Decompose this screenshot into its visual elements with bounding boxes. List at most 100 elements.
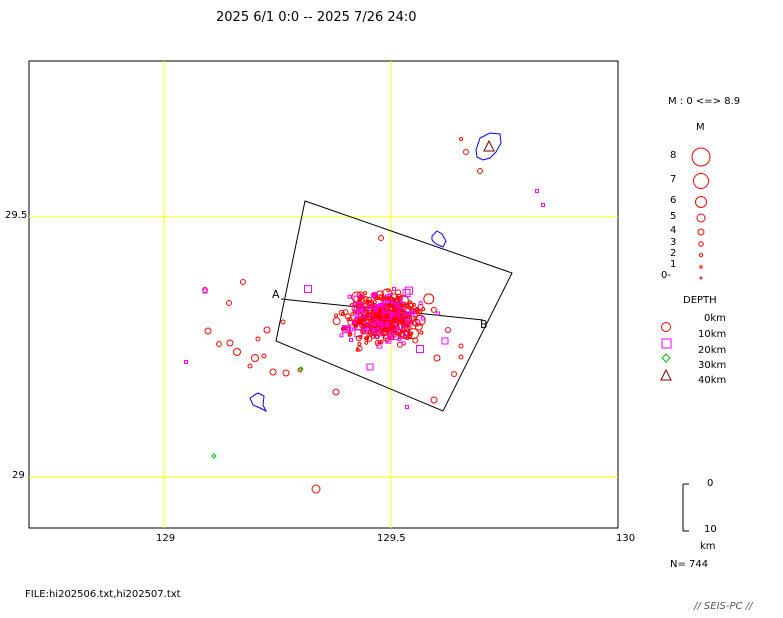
event-marker [282, 369, 290, 377]
event-marker [430, 396, 438, 404]
event-marker [356, 304, 361, 309]
mag-label-6: 6 [670, 195, 677, 206]
cross-section-label-b: B [480, 318, 488, 331]
cross-section-label-a: A [272, 288, 280, 301]
event-marker [390, 293, 397, 300]
legend-depth-diamond [661, 353, 671, 363]
legend-depth-circle [661, 322, 671, 332]
event-marker [358, 305, 363, 310]
event-marker [411, 302, 416, 307]
depth-title: DEPTH [683, 295, 717, 306]
event-marker [226, 339, 234, 347]
y-tick-29-5: 29.5 [5, 210, 28, 221]
event-marker [280, 319, 286, 325]
event-marker [451, 371, 457, 377]
event-marker [402, 289, 411, 298]
event-marker [414, 322, 423, 331]
event-marker [421, 307, 426, 312]
event-marker [405, 336, 410, 341]
event-marker [445, 327, 451, 333]
event-marker [396, 341, 403, 348]
event-marker [435, 311, 440, 316]
event-marker [211, 453, 217, 459]
event-marker [381, 306, 390, 315]
legend-depth-square [661, 338, 672, 349]
event-marker [204, 327, 212, 335]
event-marker [351, 291, 363, 303]
legend-magnitude-circle [695, 196, 707, 208]
event-marker [380, 328, 389, 337]
file-label: FILE:hi202506.txt,hi202507.txt [25, 589, 181, 600]
event-marker [364, 336, 369, 341]
event-marker [408, 300, 413, 305]
legend-magnitude-circle [696, 213, 706, 223]
event-marker [370, 318, 375, 323]
event-marker [342, 309, 349, 316]
period-title: 2025 6/1 0:0 -- 2025 7/26 24:0 [216, 10, 417, 25]
event-marker [216, 341, 222, 347]
island-middle [431, 230, 447, 248]
event-marker [370, 334, 375, 339]
event-marker [371, 328, 376, 333]
event-marker [367, 299, 374, 306]
event-marker [351, 320, 358, 327]
event-marker [368, 324, 373, 329]
event-marker [347, 332, 352, 337]
event-marker [415, 309, 420, 314]
legend-magnitude-circle [691, 147, 711, 167]
event-marker [340, 327, 345, 332]
event-marker [430, 306, 437, 313]
mag-label-3: 3 [670, 237, 677, 248]
coastlines [249, 132, 502, 413]
event-marker [388, 326, 393, 331]
legend-depth-triangle [660, 368, 672, 381]
event-marker [332, 388, 340, 396]
legend-magnitude-circle [693, 173, 709, 189]
event-marker [334, 313, 339, 318]
event-marker [347, 294, 352, 299]
mag-label-7: 7 [670, 174, 677, 185]
depth-label-40: 40km [698, 375, 727, 386]
event-marker [363, 317, 368, 322]
event-marker [365, 322, 370, 327]
event-marker [423, 293, 435, 305]
event-marker [363, 300, 375, 312]
cross-section-box [275, 200, 513, 412]
event-marker [388, 299, 393, 304]
x-tick-129: 129 [156, 533, 176, 544]
event-marker [360, 328, 367, 335]
grid-lines [29, 61, 618, 528]
event-marker [413, 315, 418, 320]
event-marker [395, 302, 400, 307]
event-marker [378, 321, 383, 326]
event-marker [420, 316, 425, 321]
event-marker [392, 329, 397, 334]
event-marker [348, 316, 353, 321]
event-marker [408, 310, 413, 315]
event-marker [419, 330, 424, 335]
event-marker [350, 312, 355, 317]
event-marker [386, 331, 393, 338]
event-marker [392, 304, 399, 311]
event-marker [405, 318, 410, 323]
event-marker [255, 336, 261, 342]
event-marker [405, 405, 409, 409]
event-marker [433, 354, 441, 362]
event-marker [345, 326, 350, 331]
legend-magnitude-circle [697, 228, 705, 236]
event-marker [366, 332, 371, 337]
event-marker [373, 307, 378, 312]
event-marker [376, 313, 381, 318]
event-marker [374, 325, 381, 332]
legend-magnitude-circle [698, 252, 704, 258]
map-frame [28, 60, 619, 529]
event-marker [392, 286, 397, 291]
event-marker [383, 303, 390, 310]
event-marker [403, 325, 410, 332]
event-marker [384, 296, 396, 308]
x-tick-130: 130 [616, 533, 636, 544]
event-marker [378, 235, 384, 241]
event-marker [441, 337, 449, 345]
depth-label-0: 0km [704, 313, 726, 324]
event-marker [417, 309, 422, 314]
